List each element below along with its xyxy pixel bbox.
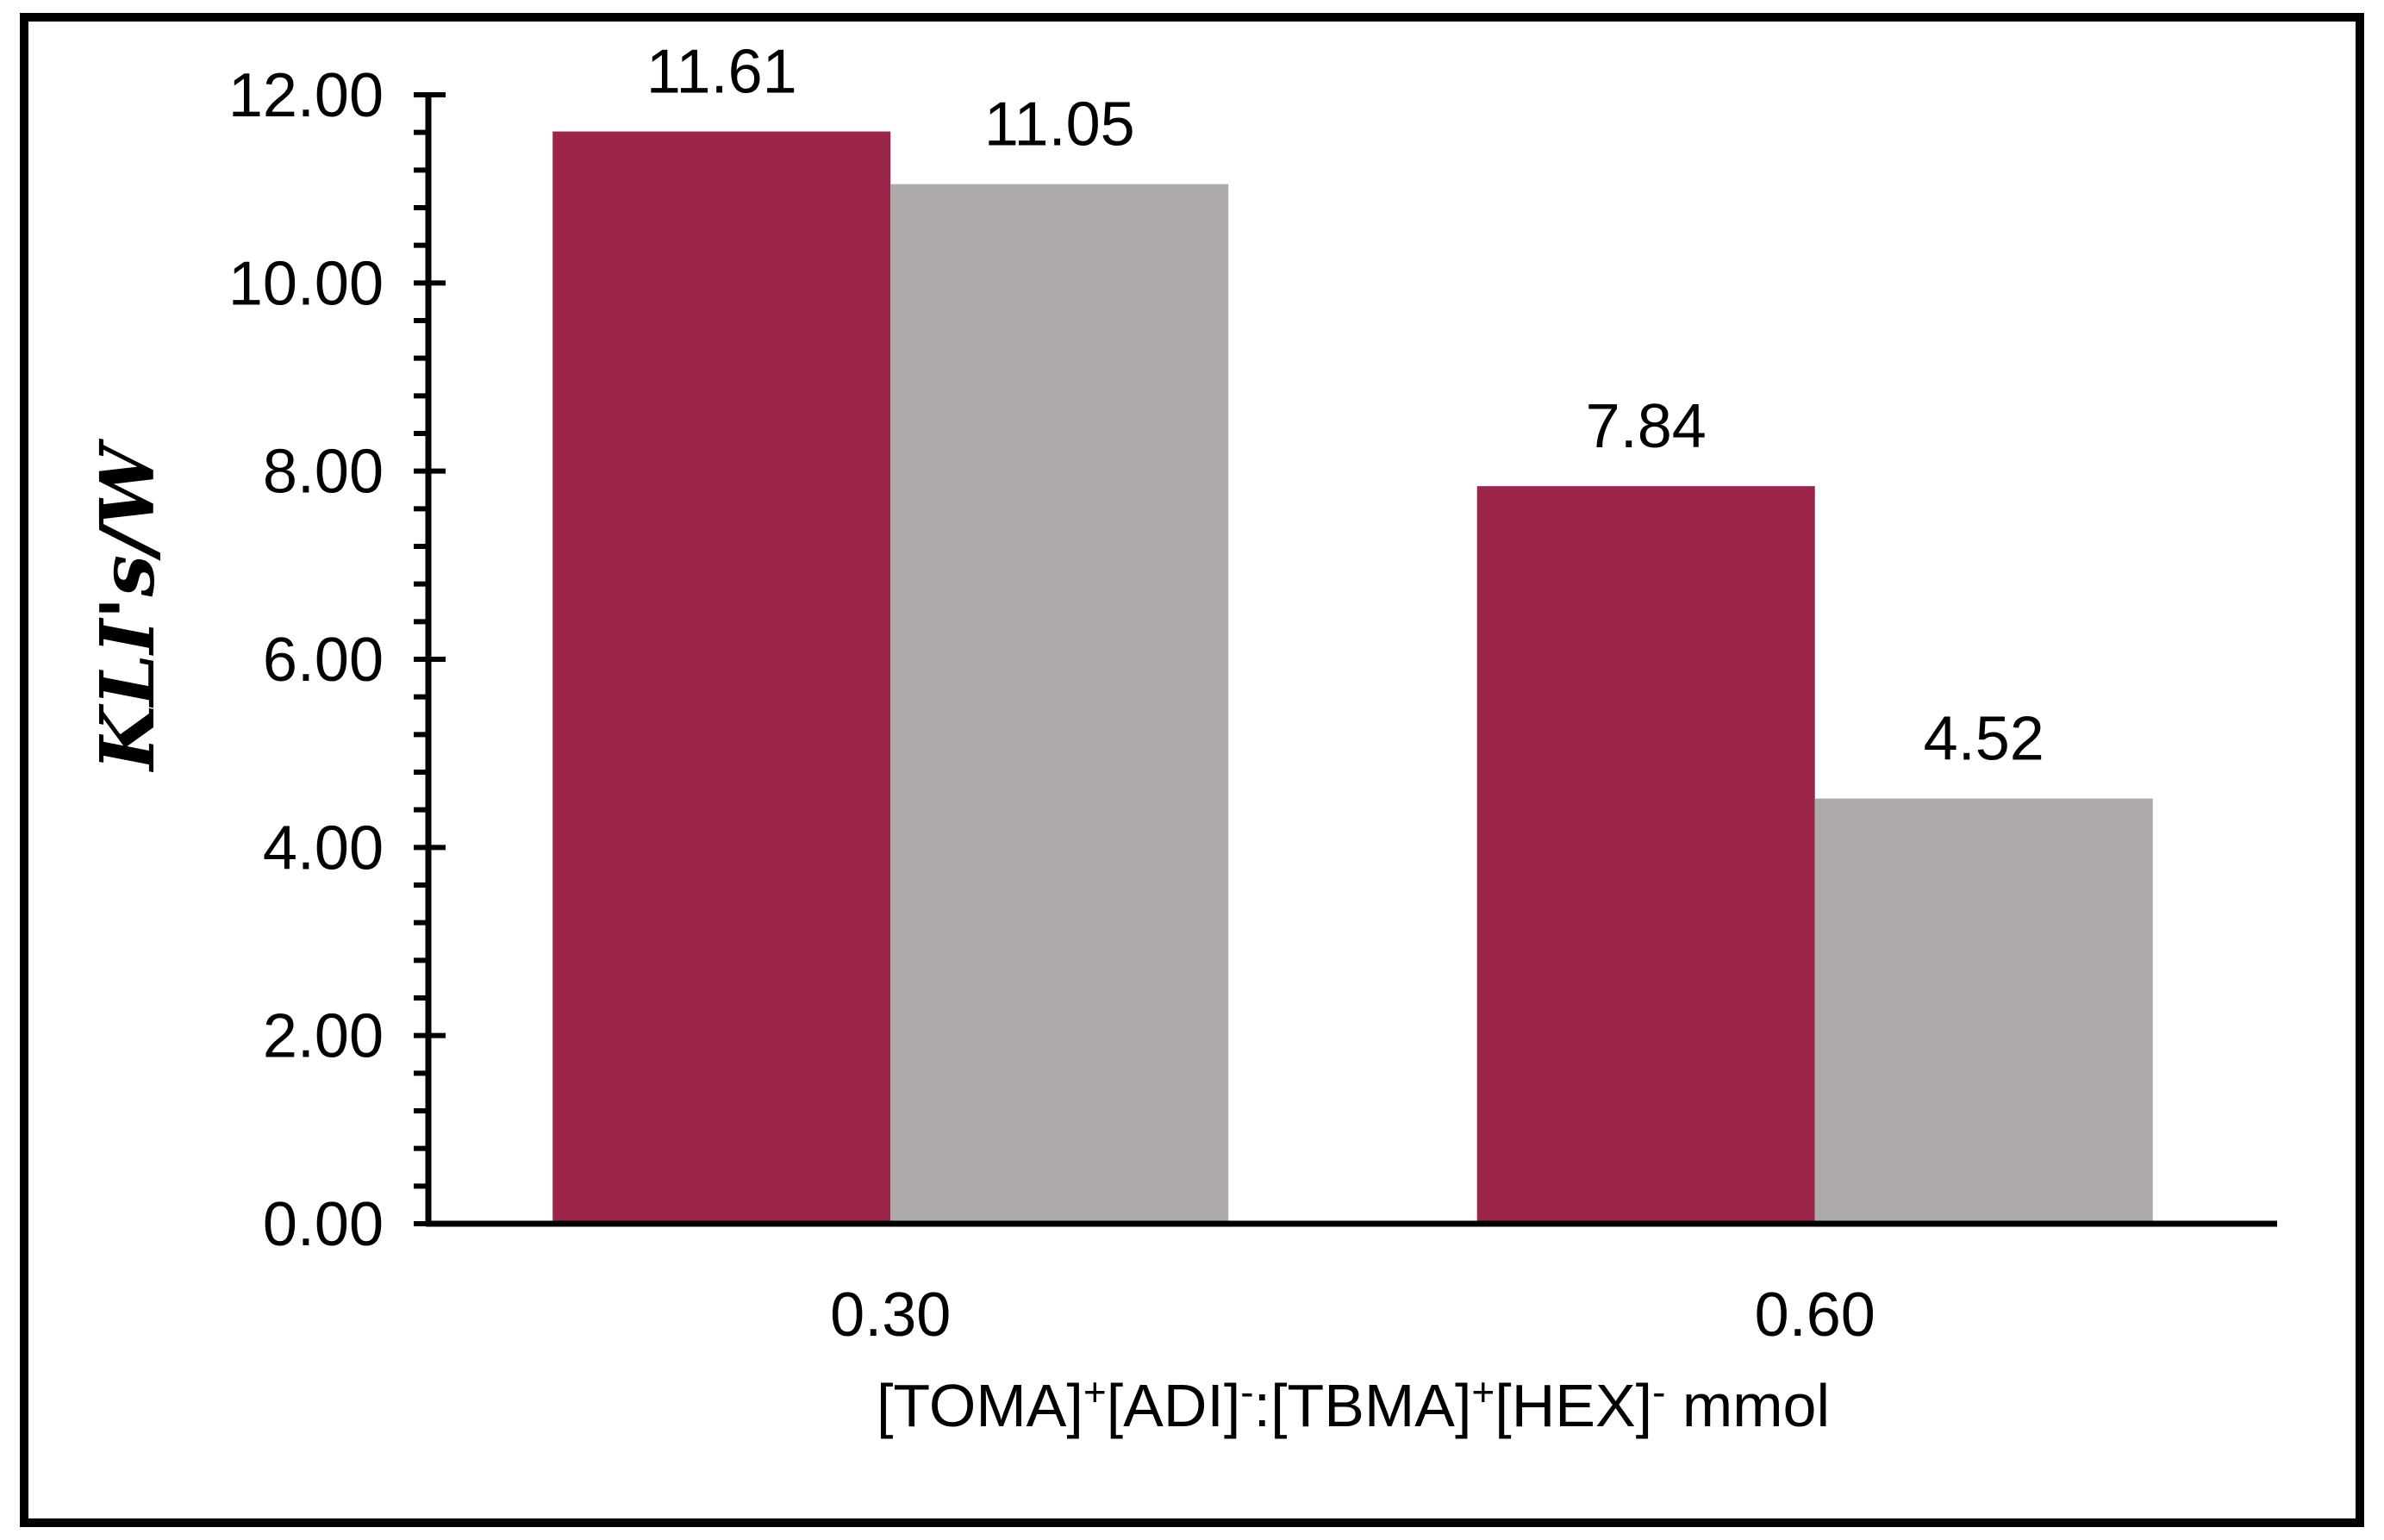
y-tick-label: 12.00: [228, 61, 384, 130]
y-tick-label: 4.00: [263, 814, 384, 882]
x-axis-title: [TOMA]+[ADI]-:[TBMA]+[HEX]- mmol: [877, 1369, 1830, 1439]
x-axis-title-part: [ADI]: [1107, 1372, 1241, 1439]
value-label: 11.61: [646, 38, 797, 107]
x-axis-title-sup: +: [1471, 1369, 1495, 1414]
bar-series1-cat1: [552, 131, 891, 1225]
x-axis-title-part: :[TBMA]: [1254, 1372, 1472, 1439]
x-axis-title-sup: +: [1083, 1369, 1107, 1414]
value-label: 7.84: [1586, 392, 1707, 461]
chart-border: [20, 13, 2364, 1527]
y-tick-label: 8.00: [263, 438, 384, 507]
x-tick-label: 0.60: [1755, 1281, 1875, 1350]
bar-series2-cat1: [890, 184, 1229, 1224]
value-label: 11.05: [984, 90, 1135, 159]
x-tick-label: 0.30: [830, 1281, 951, 1350]
x-axis-title-part: [TOMA]: [877, 1372, 1083, 1439]
axes-layer: [414, 92, 2277, 1227]
x-axis-title-part: mmol: [1665, 1372, 1830, 1439]
x-axis-title-sup: -: [1240, 1369, 1253, 1414]
x-axis-title-part: [HEX]: [1495, 1372, 1652, 1439]
value-label: 4.52: [1924, 705, 2044, 774]
y-tick-label: 10.00: [228, 249, 384, 318]
y-axis-title: KLI's/W: [84, 438, 172, 773]
bars-layer: [552, 131, 2153, 1225]
y-tick-label: 2.00: [263, 1002, 384, 1071]
labels-layer: 11.61 7.84 11.05 4.52 0.00 2.00 4.00 6.00 8.00 10…: [228, 38, 2044, 1350]
bar-series2-cat2: [1814, 798, 2153, 1224]
y-tick-label: 0.00: [263, 1190, 384, 1259]
x-axis-title-sup: -: [1652, 1369, 1665, 1414]
bar-series1-cat2: [1476, 486, 1815, 1224]
y-tick-label: 6.00: [263, 626, 384, 695]
